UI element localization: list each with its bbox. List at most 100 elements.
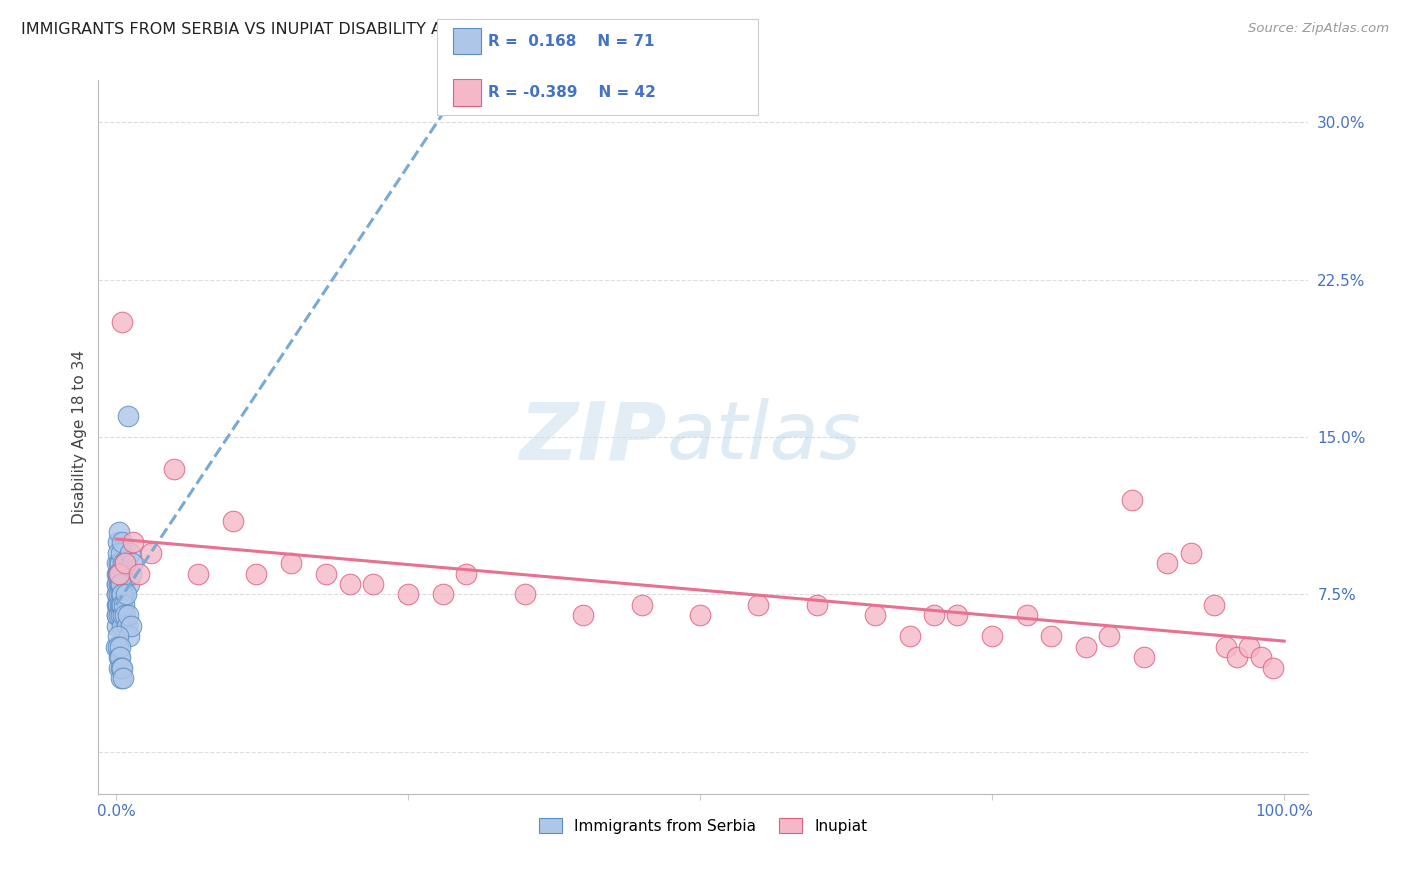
Point (112, 608, 135, 623)
Point (110, 598, 132, 612)
Point (108, 577, 131, 591)
Point (108, 566, 131, 581)
Point (1204, 598, 1226, 612)
Point (1215, 640, 1237, 654)
Point (107, 535, 129, 549)
Point (108, 587, 131, 601)
Point (898, 630, 921, 644)
Point (107, 598, 129, 612)
Point (630, 598, 652, 612)
Point (280, 556, 302, 570)
Point (110, 577, 132, 591)
Point (114, 556, 136, 570)
Point (689, 608, 711, 623)
Point (111, 556, 134, 570)
Point (108, 566, 131, 581)
Point (108, 556, 131, 570)
Point (115, 566, 138, 581)
Legend: Immigrants from Serbia, Inupiat: Immigrants from Serbia, Inupiat (533, 812, 873, 839)
Point (108, 640, 131, 654)
Point (105, 640, 128, 654)
Text: Source: ZipAtlas.com: Source: ZipAtlas.com (1249, 22, 1389, 36)
Point (110, 545, 132, 559)
Point (456, 566, 478, 581)
Point (922, 608, 945, 623)
Point (120, 566, 142, 581)
Text: R = -0.389    N = 42: R = -0.389 N = 42 (488, 86, 655, 100)
Point (110, 577, 132, 591)
Point (110, 587, 132, 601)
Point (111, 661, 134, 675)
Point (865, 608, 887, 623)
Point (111, 587, 134, 601)
Point (107, 608, 129, 623)
Point (1039, 630, 1062, 644)
Point (108, 524, 131, 539)
Point (118, 545, 141, 559)
Point (107, 608, 129, 623)
Point (107, 630, 129, 644)
Point (1121, 493, 1143, 508)
Point (111, 315, 134, 329)
Point (1098, 630, 1121, 644)
Point (118, 630, 141, 644)
Point (105, 587, 128, 601)
Point (107, 545, 129, 559)
Point (112, 598, 135, 612)
Point (139, 545, 162, 559)
Point (105, 587, 128, 601)
Point (114, 608, 136, 623)
Point (112, 587, 135, 601)
Point (163, 461, 186, 475)
Point (128, 566, 150, 581)
Point (110, 608, 132, 623)
Point (105, 577, 128, 591)
Point (339, 577, 361, 591)
Point (1237, 640, 1260, 654)
Point (122, 535, 145, 549)
Point (108, 661, 131, 675)
Point (747, 598, 769, 612)
Point (107, 566, 129, 581)
Point (1250, 650, 1272, 665)
Point (1133, 650, 1156, 665)
Point (111, 535, 134, 549)
Point (110, 556, 132, 570)
Point (108, 587, 131, 601)
Point (222, 514, 245, 528)
Point (115, 619, 138, 633)
Point (946, 608, 969, 623)
Point (1156, 556, 1178, 570)
Point (981, 630, 1004, 644)
Point (105, 577, 128, 591)
Point (315, 566, 337, 581)
Point (110, 672, 132, 686)
Point (105, 619, 128, 633)
Point (105, 598, 128, 612)
Text: R =  0.168    N = 71: R = 0.168 N = 71 (488, 34, 654, 48)
Point (1017, 608, 1039, 623)
Point (105, 566, 128, 581)
Point (110, 650, 132, 665)
Point (107, 566, 129, 581)
Point (110, 577, 132, 591)
Point (1074, 640, 1097, 654)
Point (108, 577, 131, 591)
Point (1226, 650, 1249, 665)
Text: IMMIGRANTS FROM SERBIA VS INUPIAT DISABILITY AGE 18 TO 34 CORRELATION CHART: IMMIGRANTS FROM SERBIA VS INUPIAT DISABI… (21, 22, 721, 37)
Point (513, 587, 536, 601)
Point (121, 556, 143, 570)
Point (432, 587, 454, 601)
Point (806, 598, 828, 612)
Point (111, 598, 134, 612)
Point (110, 598, 132, 612)
Point (361, 577, 384, 591)
Point (111, 672, 134, 686)
Point (111, 619, 134, 633)
Point (245, 566, 267, 581)
Point (396, 587, 419, 601)
Point (117, 608, 139, 623)
Point (120, 619, 142, 633)
Text: atlas: atlas (666, 398, 862, 476)
Point (117, 409, 139, 423)
